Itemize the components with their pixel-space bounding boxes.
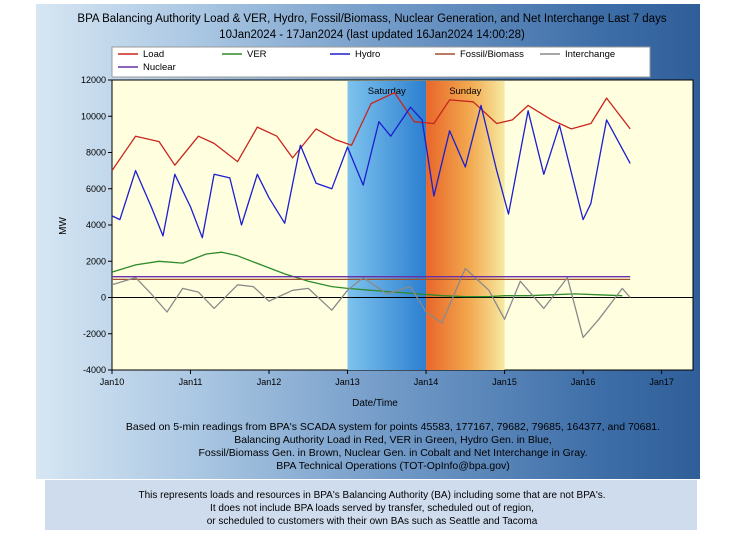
y-tick-label: 8000: [86, 148, 106, 158]
saturday-shading: [347, 81, 427, 370]
series-line-load: [111, 92, 631, 171]
x-tick-label: Jan14: [414, 377, 439, 387]
series-line-hydro: [111, 104, 631, 239]
y-tick-label: 12000: [81, 75, 106, 85]
x-axis-label: Date/Time: [352, 398, 398, 409]
y-tick-label: 6000: [86, 184, 106, 194]
sunday-shading: [426, 81, 505, 370]
sunday-label: Sunday: [449, 86, 481, 97]
chart-subtitle: 10Jan2024 - 17Jan2024 (last updated 16Ja…: [219, 29, 525, 41]
legend-label-ver: VER: [247, 49, 267, 60]
y-axis-label: MW: [58, 217, 69, 235]
x-tick-label: Jan13: [335, 377, 360, 387]
y-tick-label: -2000: [83, 329, 106, 339]
footer-line-1: This represents loads and resources in B…: [138, 490, 605, 501]
y-tick-label: -4000: [83, 365, 106, 375]
x-tick-label: Jan16: [571, 377, 596, 387]
x-tick-label: Jan12: [257, 377, 282, 387]
x-tick-label: Jan17: [649, 377, 674, 387]
legend-box: [111, 46, 651, 78]
y-tick-label: 0: [101, 293, 106, 303]
x-tick-label: Jan15: [492, 377, 517, 387]
x-tick-label: Jan10: [100, 377, 125, 387]
chart-title: BPA Balancing Authority Load & VER, Hydr…: [77, 13, 666, 25]
note-line-3: Fossil/Biomass Gen. in Brown, Nuclear Ge…: [198, 447, 587, 459]
legend: Load VER Hydro Fossil/Biomass Interchange Nuc…: [111, 46, 651, 78]
legend-label-fossil-biomass: Fossil/Biomass: [460, 49, 524, 60]
legend-label-hydro: Hydro: [355, 49, 380, 60]
y-tick-label: 10000: [81, 111, 106, 121]
footer-line-2: It does not include BPA loads served by …: [210, 503, 534, 514]
series-line-interchange: [111, 267, 631, 339]
saturday-label: Saturday: [368, 86, 406, 97]
legend-label-nuclear: Nuclear: [143, 62, 176, 73]
y-tick-label: 2000: [86, 256, 106, 266]
legend-label-load: Load: [143, 49, 164, 60]
note-line-1: Based on 5-min readings from BPA's SCADA…: [126, 421, 660, 433]
y-tick-label: 4000: [86, 220, 106, 230]
footer-line-3: or scheduled to customers with their own…: [207, 516, 538, 527]
note-line-4: BPA Technical Operations (TOT-OpInfo@bpa…: [276, 460, 510, 472]
x-tick-label: Jan11: [179, 377, 203, 387]
legend-label-interchange: Interchange: [565, 49, 615, 60]
footer-box: [45, 480, 697, 530]
note-line-2: Balancing Authority Load in Red, VER in …: [234, 434, 552, 446]
